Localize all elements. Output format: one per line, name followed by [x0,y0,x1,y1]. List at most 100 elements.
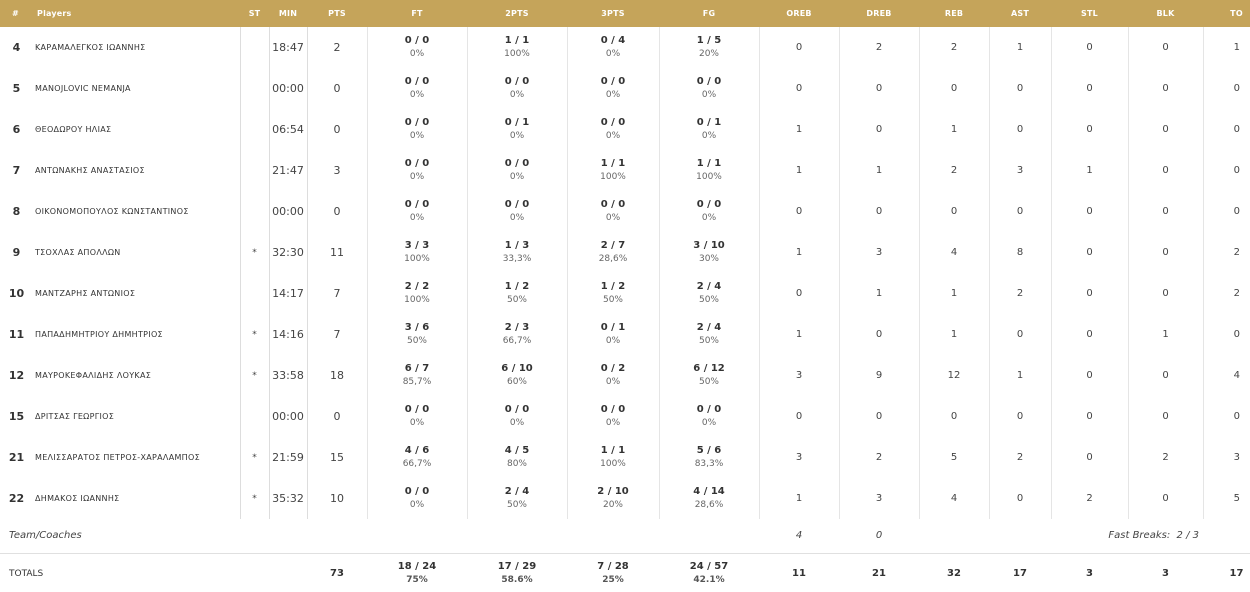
3pts-made-attempted: 0 / 2 [600,363,626,375]
2pts-cell: 4 / 5 80% [466,437,567,478]
team-empty [240,519,759,553]
col-header-3pts[interactable]: 3PTS [567,0,659,27]
col-header-players[interactable]: Players [31,0,240,27]
fg-percent: 20% [698,49,719,60]
3pts-made-attempted: 0 / 0 [600,117,626,129]
minutes-cell: 21:47 [268,150,308,191]
player-name[interactable]: ΠΑΠΑΔΗΜΗΤΡΙΟΥ ΔΗΜΗΤΡΙΟΣ [35,330,163,339]
col-header-min[interactable]: MIN [269,0,307,27]
dreb-cell: 0 [838,109,919,150]
col-header-to[interactable]: TO [1203,0,1250,27]
totals-2pts-percent: 58.6% [501,575,533,586]
reb-cell: 0 [918,396,989,437]
blk-cell: 1 [1127,314,1203,355]
2pts-made-attempted: 4 / 5 [504,445,530,457]
totals-reb: 32 [919,552,989,592]
player-name[interactable]: ΜΑΝΤΖΑΡΗΣ ΑΝΤΩΝΙΟΣ [35,289,136,298]
player-name[interactable]: ΜΑΥΡΟΚΕΦΑΛΙΔΗΣ ΛΟΥΚΑΣ [35,371,152,380]
player-name[interactable]: ΚΑΡΑΜΑΛΕΓΚΟΣ ΙΩΑΝΝΗΣ [35,43,146,52]
totals-fg: 24 / 57 42.1% [659,552,759,592]
3pts-cell: 0 / 0 0% [566,396,659,437]
player-name[interactable]: ΟΙΚΟΝΟΜΟΠΟΥΛΟΣ ΚΩΝΣΤΑΝΤΙΝΟΣ [35,207,189,216]
ft-cell: 0 / 0 0% [366,109,467,150]
2pts-cell: 2 / 3 66,7% [466,314,567,355]
3pts-percent: 28,6% [598,254,628,265]
to-cell: 2 [1202,273,1250,314]
player-name[interactable]: MANOJLOVIC NEMANJA [35,84,131,93]
oreb-cell: 1 [758,232,839,273]
2pts-percent: 0% [509,131,525,142]
col-header-dreb[interactable]: DREB [839,0,919,27]
col-header-blk[interactable]: BLK [1128,0,1203,27]
dreb-cell: 9 [838,355,919,396]
player-name[interactable]: ΑΝΤΩΝΑΚΗΣ ΑΝΑΣΤΑΣΙΟΣ [35,166,145,175]
col-header-stl[interactable]: STL [1051,0,1128,27]
points-cell: 0 [333,410,341,423]
ast-cell: 2 [988,273,1051,314]
ft-cell: 0 / 0 0% [366,191,467,232]
ft-percent: 0% [409,131,425,142]
minutes-cell: 35:32 [268,478,308,519]
ft-cell: 0 / 0 0% [366,396,467,437]
2pts-cell: 0 / 1 0% [466,109,567,150]
3pts-percent: 20% [602,500,623,511]
fg-cell: 1 / 5 20% [658,27,759,68]
oreb-cell: 3 [758,437,839,478]
fg-made-attempted: 0 / 0 [696,199,722,211]
2pts-cell: 0 / 0 0% [466,68,567,109]
2pts-made-attempted: 1 / 3 [504,240,530,252]
ast-cell: 0 [988,68,1051,109]
stl-cell: 0 [1050,27,1128,68]
3pts-cell: 0 / 0 0% [566,109,659,150]
oreb-cell: 1 [758,150,839,191]
col-header-fg[interactable]: FG [659,0,759,27]
to-cell: 0 [1202,191,1250,232]
3pts-made-attempted: 0 / 0 [600,76,626,88]
fg-made-attempted: 5 / 6 [696,445,722,457]
player-name[interactable]: ΤΣΟΧΛΑΣ ΑΠΟΛΛΩΝ [35,248,121,257]
totals-ast: 17 [989,552,1051,592]
starter-marker [239,150,269,191]
col-header-reb[interactable]: REB [919,0,989,27]
ft-percent: 0% [409,49,425,60]
player-row: 12 ΜΑΥΡΟΚΕΦΑΛΙΔΗΣ ΛΟΥΚΑΣ * 33:58 18 6 / … [0,355,1250,396]
player-name[interactable]: ΔΡΙΤΣΑΣ ΓΕΩΡΓΙΟΣ [35,412,115,421]
oreb-cell: 0 [758,273,839,314]
ast-cell: 0 [988,396,1051,437]
reb-cell: 4 [918,232,989,273]
ast-cell: 3 [988,150,1051,191]
2pts-percent: 0% [509,418,525,429]
col-header-ft[interactable]: FT [367,0,467,27]
2pts-made-attempted: 0 / 1 [504,117,530,129]
starter-marker: * [239,437,269,478]
dreb-cell: 2 [838,27,919,68]
points-cell: 7 [333,328,341,341]
fg-cell: 0 / 0 0% [658,396,759,437]
ft-cell: 2 / 2 100% [366,273,467,314]
col-header-num[interactable]: # [0,0,31,27]
col-header-st[interactable]: ST [240,0,269,27]
player-name[interactable]: ΘΕΟΔΩΡΟΥ ΗΛΙΑΣ [35,125,112,134]
stl-cell: 0 [1050,355,1128,396]
totals-3pts: 7 / 28 25% [567,552,659,592]
totals-ft-percent: 75% [406,575,428,586]
col-header-oreb[interactable]: OREB [759,0,839,27]
player-row: 9 ΤΣΟΧΛΑΣ ΑΠΟΛΛΩΝ * 32:30 11 3 / 3 100% 1… [0,232,1250,273]
to-cell: 4 [1202,355,1250,396]
dreb-cell: 0 [838,68,919,109]
player-number: 15 [8,410,25,423]
col-header-ast[interactable]: AST [989,0,1051,27]
3pts-percent: 0% [605,418,621,429]
col-header-2pts[interactable]: 2PTS [467,0,567,27]
player-name[interactable]: ΔΗΜΑΚΟΣ ΙΩΑΝΝΗΣ [35,494,120,503]
2pts-cell: 1 / 2 50% [466,273,567,314]
3pts-cell: 0 / 0 0% [566,191,659,232]
fg-made-attempted: 2 / 4 [696,281,722,293]
player-number: 7 [12,164,21,177]
to-cell: 3 [1202,437,1250,478]
col-header-pts[interactable]: PTS [307,0,367,27]
minutes-cell: 14:17 [268,273,308,314]
2pts-made-attempted: 1 / 2 [504,281,530,293]
3pts-percent: 0% [605,213,621,224]
player-name[interactable]: ΜΕΛΙΣΣΑΡΑΤΟΣ ΠΕΤΡΟΣ-ΧΑΡΑΛΑΜΠΟΣ [35,453,200,462]
